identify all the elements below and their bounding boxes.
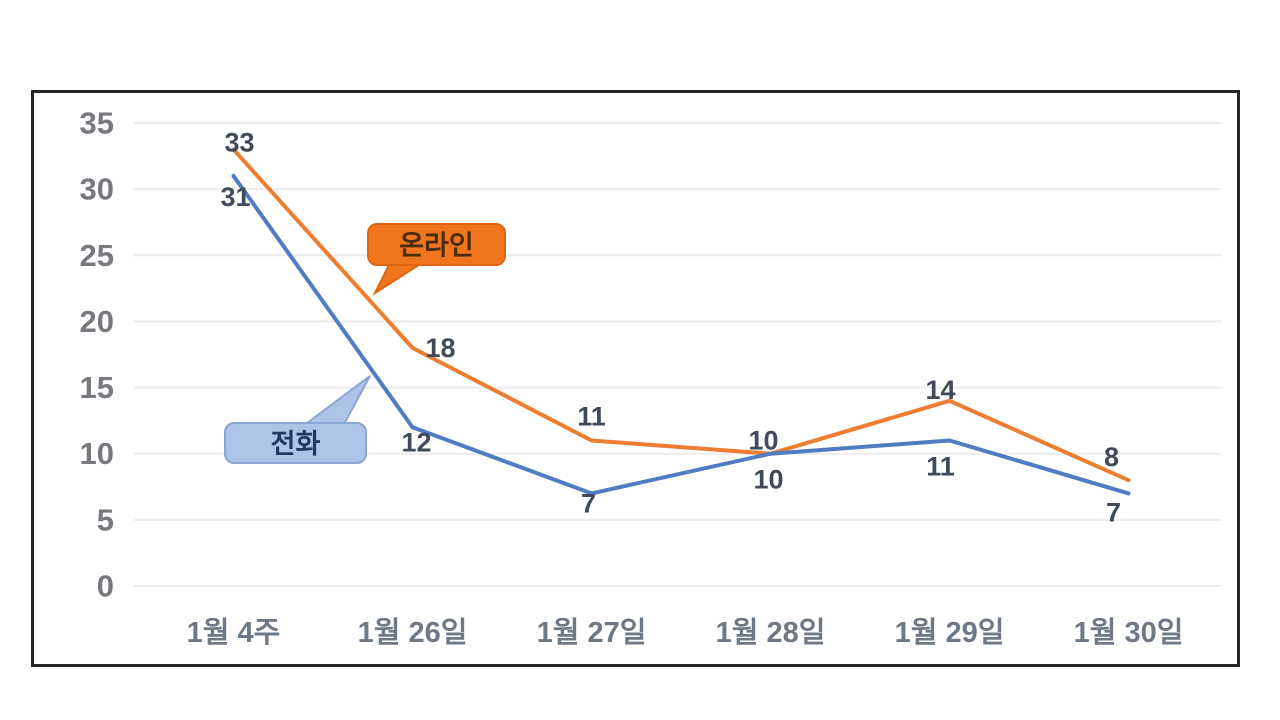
data-label-online: 14 [925, 375, 955, 405]
chart-frame: 0 5 10 15 20 25 30 35 1월 4주 1월 26일 1월 27일 1월 28일 1월 … [31, 90, 1240, 667]
callout-tail-phone [299, 375, 371, 427]
series-line-online [231, 147, 1131, 483]
y-tick-label: 20 [80, 304, 114, 339]
data-label-online: 33 [224, 127, 254, 157]
y-tick-label: 5 [97, 502, 114, 537]
x-tick-label: 1월 30일 [1074, 616, 1184, 649]
data-label-online: 10 [748, 426, 778, 456]
y-tick-label: 10 [80, 436, 114, 471]
data-label-phone: 10 [753, 465, 783, 495]
callout-label-online: 온라인 [399, 231, 474, 261]
x-tick-label: 1월 29일 [895, 616, 1005, 649]
y-tick-label: 15 [80, 370, 114, 405]
x-tick-label: 1월 28일 [716, 616, 826, 649]
line-chart-svg: 0 5 10 15 20 25 30 35 1월 4주 1월 26일 1월 27일 1월 28일 1월 … [80, 106, 1221, 649]
x-tick-label: 1월 26일 [358, 616, 468, 649]
data-label-online: 18 [425, 333, 455, 363]
y-tick-label: 0 [97, 569, 114, 604]
data-label-online: 8 [1104, 442, 1119, 472]
data-label-phone: 7 [1106, 497, 1121, 527]
callout-label-phone: 전화 [271, 429, 321, 459]
y-tick-label: 30 [80, 172, 114, 207]
data-label-phone: 7 [581, 488, 596, 518]
data-label-phone: 11 [926, 451, 955, 481]
callout-box-online [367, 223, 506, 266]
y-tick-label: 25 [80, 238, 114, 273]
x-tick-label: 1월 27일 [537, 616, 647, 649]
data-label-online: 11 [577, 401, 606, 431]
data-label-phone: 12 [401, 427, 431, 457]
x-tick-label: 1월 4주 [187, 616, 281, 649]
callout-box-phone [224, 422, 367, 464]
series-line-phone [231, 173, 1131, 496]
y-tick-label: 35 [80, 106, 114, 141]
data-label-phone: 31 [220, 182, 250, 212]
